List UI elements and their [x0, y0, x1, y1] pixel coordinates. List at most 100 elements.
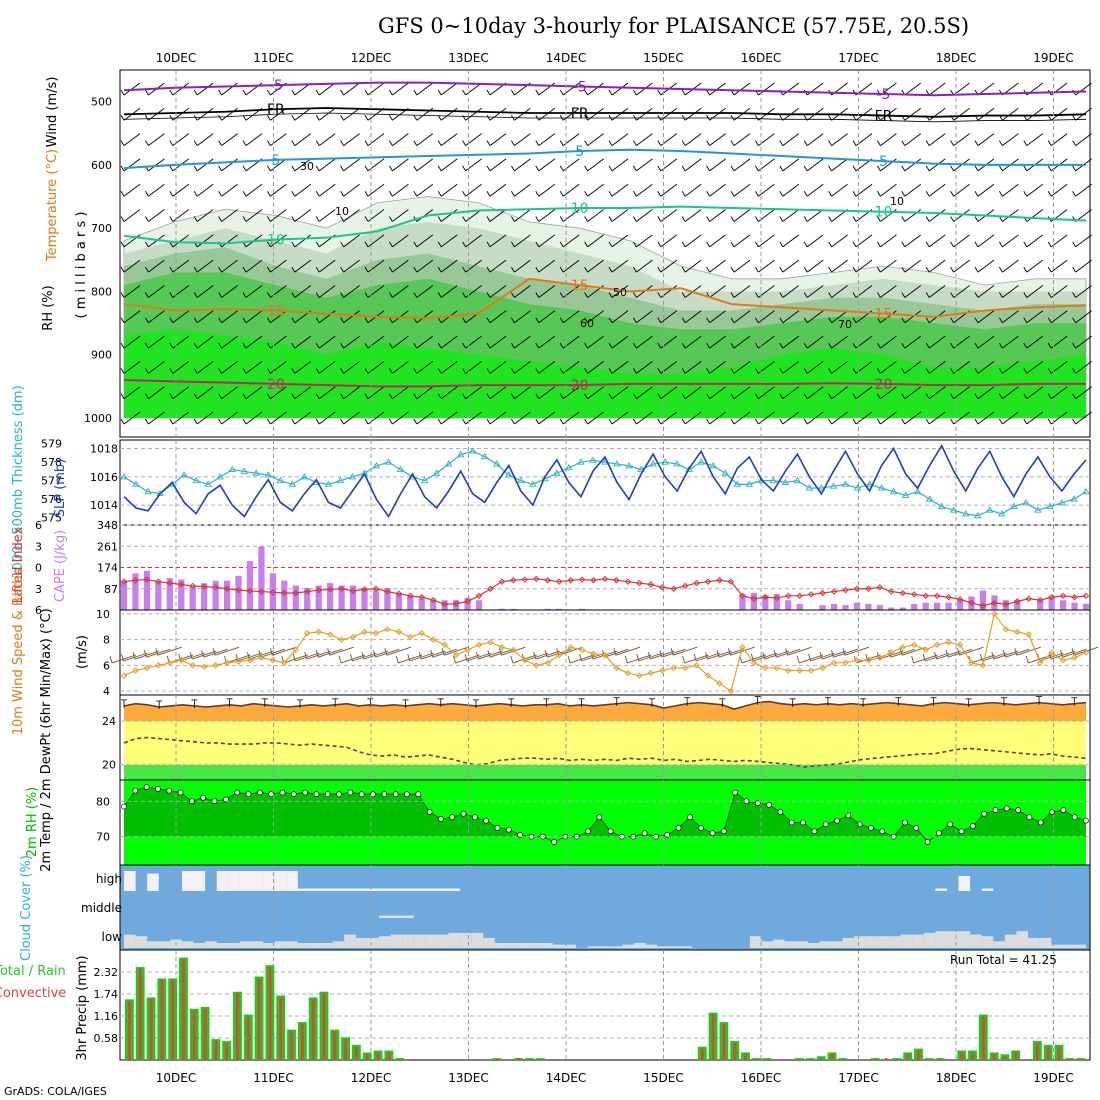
- cape-bar: [1002, 600, 1009, 610]
- wind-barb-flag: [218, 368, 222, 374]
- rh2m-tick: 80: [96, 795, 110, 808]
- rh2m-point: [257, 789, 263, 796]
- wind-barb-flag: [925, 317, 930, 324]
- surface-wind-barb-flag: [476, 651, 479, 660]
- wind-barb-flag: [218, 115, 222, 121]
- wind10m-axis-label: 10m Wind Speed & Barbs: [11, 569, 26, 736]
- wind-barb-flag: [486, 266, 491, 273]
- wind-barb-flag: [755, 292, 759, 298]
- wind-barb: [1002, 310, 1019, 324]
- wind-barb-flag: [218, 190, 222, 197]
- wind-barb-flag: [535, 89, 540, 96]
- wind-barb-flag: [193, 342, 198, 349]
- wind-barb-flag: [462, 368, 466, 374]
- wind-barb-flag: [901, 216, 906, 222]
- precip-conv-bar: [322, 993, 326, 1060]
- wind-barb-flag: [291, 216, 296, 222]
- wind-barb: [196, 209, 214, 222]
- wind-barb-flag: [267, 418, 271, 425]
- cape-bar: [945, 602, 952, 610]
- wind-barb-flag: [462, 266, 466, 273]
- wind-barb: [1026, 107, 1044, 121]
- li-point: [1048, 594, 1055, 601]
- li-point: [521, 576, 529, 583]
- wind-barb-flag: [437, 418, 442, 425]
- wind-barb-flag: [755, 342, 759, 349]
- pressure-tick: 700: [91, 222, 112, 235]
- rh2m-point: [902, 819, 908, 826]
- rh2m-point: [992, 807, 999, 813]
- wind-barb: [806, 285, 824, 298]
- precip-conv-bar: [171, 980, 175, 1060]
- thickness-point: [1034, 506, 1042, 513]
- surface-wind-barb: [947, 648, 973, 658]
- wind-barb-flag: [364, 418, 369, 425]
- rh2m-point: [1060, 807, 1067, 813]
- surface-wind-barb: [501, 646, 526, 656]
- wind-barb: [392, 209, 409, 222]
- wind-barb: [416, 335, 434, 349]
- surface-wind-barb: [146, 648, 171, 658]
- surface-wind-barb: [993, 650, 1018, 660]
- li-point: [1014, 598, 1021, 605]
- cloud-bar-low: [135, 936, 148, 948]
- wind-barb-flag: [657, 216, 662, 222]
- wind-barb: [733, 133, 751, 146]
- surface-wind-barb-flag: [384, 648, 388, 656]
- thickness-point: [1046, 502, 1054, 509]
- li-point: [166, 579, 174, 587]
- rh2m-point: [279, 789, 286, 796]
- surface-wind-barb-flag: [533, 651, 537, 660]
- cape-bar: [922, 602, 929, 610]
- rh2m-point: [698, 825, 705, 831]
- wind-barb-flag: [999, 190, 1003, 197]
- wind-barb-flag: [340, 266, 344, 273]
- wind-speed-point: [567, 644, 574, 651]
- surface-wind-barb-flag: [327, 648, 331, 656]
- wind-barb: [148, 310, 165, 324]
- wind-barb-flag: [828, 292, 832, 298]
- wind-speed-point: [888, 649, 895, 656]
- surface-wind-barb: [833, 648, 858, 658]
- rh2m-point: [551, 839, 557, 845]
- wind-barb: [636, 133, 653, 146]
- cloud-layer-label: high: [96, 872, 122, 886]
- wind-barb: [1050, 310, 1068, 324]
- wind-barb: [465, 386, 482, 400]
- wind-barb: [855, 234, 873, 248]
- wind-barb-flag: [901, 190, 906, 197]
- wind-barb-flag: [193, 140, 198, 146]
- wind-barb: [196, 335, 214, 349]
- bottom-date-tick: 13DEC: [448, 1071, 488, 1085]
- wind-barb-flag: [267, 115, 271, 121]
- wind-barb: [855, 386, 873, 400]
- wind-barb: [684, 133, 702, 146]
- thickness-point: [781, 478, 790, 485]
- wind-barb-flag: [242, 216, 247, 222]
- surface-wind-barb: [260, 648, 286, 658]
- wind-barb-flag: [779, 241, 784, 248]
- wind-barb: [392, 386, 409, 400]
- surface-wind-barb: [936, 650, 961, 660]
- wind-barb: [928, 183, 946, 197]
- wind-barb-flag: [755, 241, 759, 248]
- wind-speed-point: [292, 646, 299, 654]
- wind-speed-point: [120, 672, 128, 679]
- wind-barb-flag: [925, 190, 930, 197]
- thickness-point: [276, 476, 285, 484]
- wind-barb-flag: [633, 165, 637, 172]
- surface-wind-barb: [329, 646, 354, 656]
- wind-barb-flag: [218, 418, 222, 425]
- wind-barb-flag: [364, 342, 369, 349]
- li-point: [991, 599, 998, 607]
- top-date-tick: 16DEC: [741, 51, 781, 65]
- wind-barb-flag: [877, 266, 881, 273]
- wind-barb: [928, 411, 946, 425]
- wind-barb: [416, 183, 434, 197]
- cloud-bar-high: [448, 888, 461, 891]
- wind-barb: [928, 82, 946, 96]
- rh2m-point: [958, 828, 965, 835]
- wind-barb-flag: [950, 418, 954, 425]
- wind-speed-point: [762, 664, 769, 672]
- wind-barb-flag: [925, 342, 930, 349]
